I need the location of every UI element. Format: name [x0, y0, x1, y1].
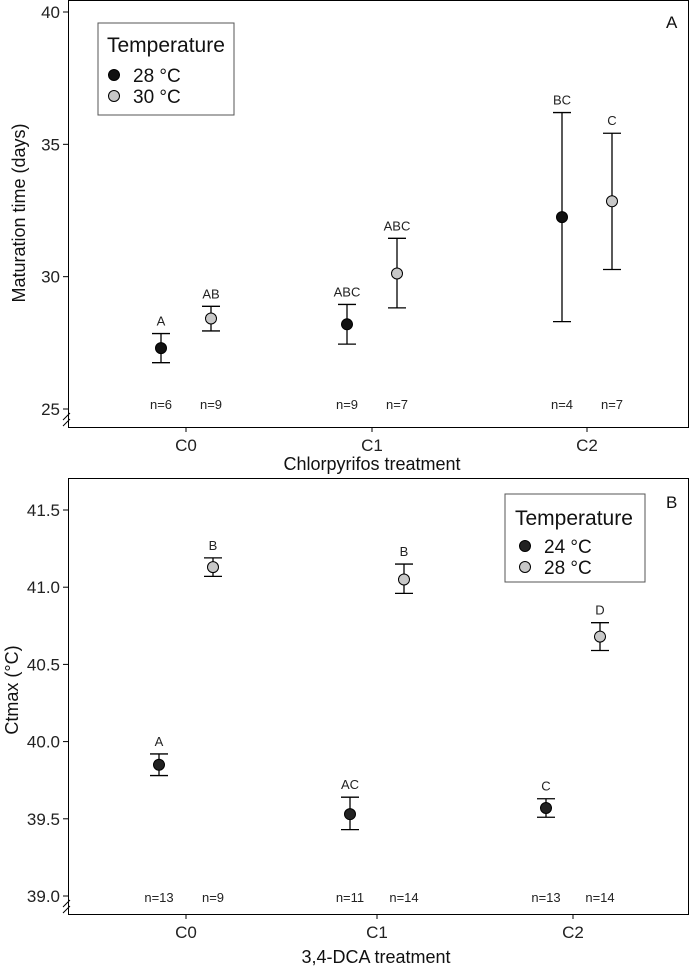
- panel-b-y-tick-label: 40.0: [27, 733, 60, 752]
- panel-b-x-tick-label: C1: [366, 923, 388, 942]
- panel-a-x-tick-label: C0: [175, 436, 197, 455]
- panel-a-legend-title: Temperature: [107, 34, 225, 57]
- panel-b-label: B: [666, 493, 677, 512]
- panel-b-legend-marker-28c: [519, 561, 531, 573]
- panel-b-data-point: [153, 758, 165, 771]
- panel-b-x-axis-label: 3,4-DCA treatment: [301, 947, 450, 967]
- panel-a-sample-size-label: n=4: [551, 397, 573, 412]
- panel-a-label: A: [666, 13, 678, 32]
- panel-b-significance-letter: B: [400, 544, 409, 559]
- panel-a-y-tick-label: 35: [41, 135, 60, 154]
- panel-a-legend-box: [97, 22, 235, 116]
- panel-a-significance-letter: ABC: [334, 284, 361, 299]
- panel-b-legend: Temperature 24 °C 28 °C: [504, 493, 646, 583]
- panel-b-data-point: [344, 808, 356, 821]
- panel-b-significance-letter: C: [541, 779, 550, 794]
- panel-a-axes: 25 30 35 40 C0 C1 C2: [41, 3, 598, 455]
- panel-a-axis-break-mark: [62, 412, 71, 421]
- panel-a-data-point: [155, 342, 167, 355]
- panel-b-y-tick-label: 39.5: [27, 810, 60, 829]
- panel-a-significance-letter: BC: [553, 93, 571, 108]
- panel-a-significance-letter: C: [607, 113, 616, 128]
- panel-b-sample-size-label: n=13: [144, 890, 173, 905]
- panel-b-significance-letter: D: [595, 603, 604, 618]
- panel-b-legend-title: Temperature: [515, 507, 633, 530]
- panel-b-legend-label-24c: 24 °C: [544, 537, 592, 558]
- panel-a-data-point: [391, 267, 403, 280]
- panel-b-data-point: [207, 561, 219, 574]
- panel-a-y-tick-label: 30: [41, 268, 60, 287]
- panel-a-y-tick-label: 40: [41, 3, 60, 22]
- panel-b-data-point: [594, 630, 606, 643]
- panel-a-axis-break-mark: [62, 418, 71, 427]
- panel-b-marks: An=13 AC n=11 Cn=13 Bn=9 Bn=14 Dn=14: [144, 538, 614, 905]
- panel-a-data-point: [341, 318, 353, 331]
- panel-a-data-point: [205, 312, 217, 325]
- panel-b-axes: 39.0 39.5 40.0 40.5 41.0 41.5 C0 C1 C2: [27, 501, 584, 942]
- panel-a-x-axis-label: Chlorpyrifos treatment: [283, 454, 460, 474]
- panel-a-legend-label-28c: 28 °C: [133, 66, 181, 87]
- panel-b-axis-break-mark: [62, 899, 71, 908]
- panel-b-axis-break-mark: [62, 905, 71, 914]
- panel-a-y-tick-label: 25: [41, 400, 60, 419]
- panel-a-legend-marker-30c: [108, 90, 120, 102]
- panel-b-sample-size-label: n=9: [202, 890, 224, 905]
- panel-b-sample-size-label: n=11: [336, 890, 364, 905]
- panel-b-data-point: [540, 801, 552, 814]
- panel-b-sample-size-label: n=14: [585, 890, 614, 905]
- panel-b-data-point: [398, 573, 410, 586]
- panel-b-y-tick-label: 41.5: [27, 501, 60, 520]
- panel-a-data-point: [556, 211, 568, 224]
- panel-a-sample-size-label: n=7: [601, 397, 623, 412]
- panel-a-chart: A Chlorpyrifos treatment Maturation time…: [9, 0, 689, 474]
- panel-a-sample-size-label: n=9: [200, 397, 222, 412]
- panel-a-x-tick-label: C1: [361, 436, 383, 455]
- panel-a-sample-size-label: n=9: [336, 397, 358, 412]
- panel-b-y-tick-label: 39.0: [27, 887, 60, 906]
- panel-b-x-tick-label: C2: [562, 923, 584, 942]
- panel-b-legend-marker-24c: [519, 540, 531, 552]
- panel-b-significance-letter: B: [209, 538, 218, 553]
- panel-a-sample-size-label: n=6: [150, 397, 172, 412]
- panel-a-marks: An=6 ABC n=9 BC n=4 AB n=9 ABC n=7 Cn=7: [150, 93, 623, 412]
- panel-b-y-tick-label: 40.5: [27, 655, 60, 674]
- panel-a-legend: Temperature 28 °C 30 °C: [97, 22, 235, 116]
- panel-a-significance-letter: A: [157, 314, 166, 329]
- panel-b-plot-frame: [68, 478, 689, 915]
- panel-a-sample-size-label: n=7: [386, 397, 408, 412]
- panel-b-significance-letter: AC: [341, 777, 359, 792]
- panel-a-y-axis-label: Maturation time (days): [9, 123, 29, 302]
- panel-b-x-tick-label: C0: [175, 923, 197, 942]
- panel-a-significance-letter: AB: [202, 286, 219, 301]
- panel-a-legend-label-30c: 30 °C: [133, 87, 181, 108]
- panel-a-x-tick-label: C2: [576, 436, 598, 455]
- panel-a-plot-frame: [68, 0, 689, 428]
- panel-b-y-axis-label: Ctmax (°C): [2, 645, 22, 734]
- panel-b-sample-size-label: n=14: [389, 890, 418, 905]
- panel-b-legend-label-28c: 28 °C: [544, 558, 592, 579]
- panel-b-chart: B 3,4-DCA treatment Ctmax (°C) 39.0 39.5 4…: [2, 478, 689, 967]
- panel-b-significance-letter: A: [155, 734, 164, 749]
- panel-b-sample-size-label: n=13: [531, 890, 560, 905]
- panel-b-y-tick-label: 41.0: [27, 578, 60, 597]
- panel-a-significance-letter: ABC: [384, 218, 411, 233]
- panel-a-legend-marker-28c: [108, 69, 120, 81]
- panel-a-data-point: [606, 195, 618, 208]
